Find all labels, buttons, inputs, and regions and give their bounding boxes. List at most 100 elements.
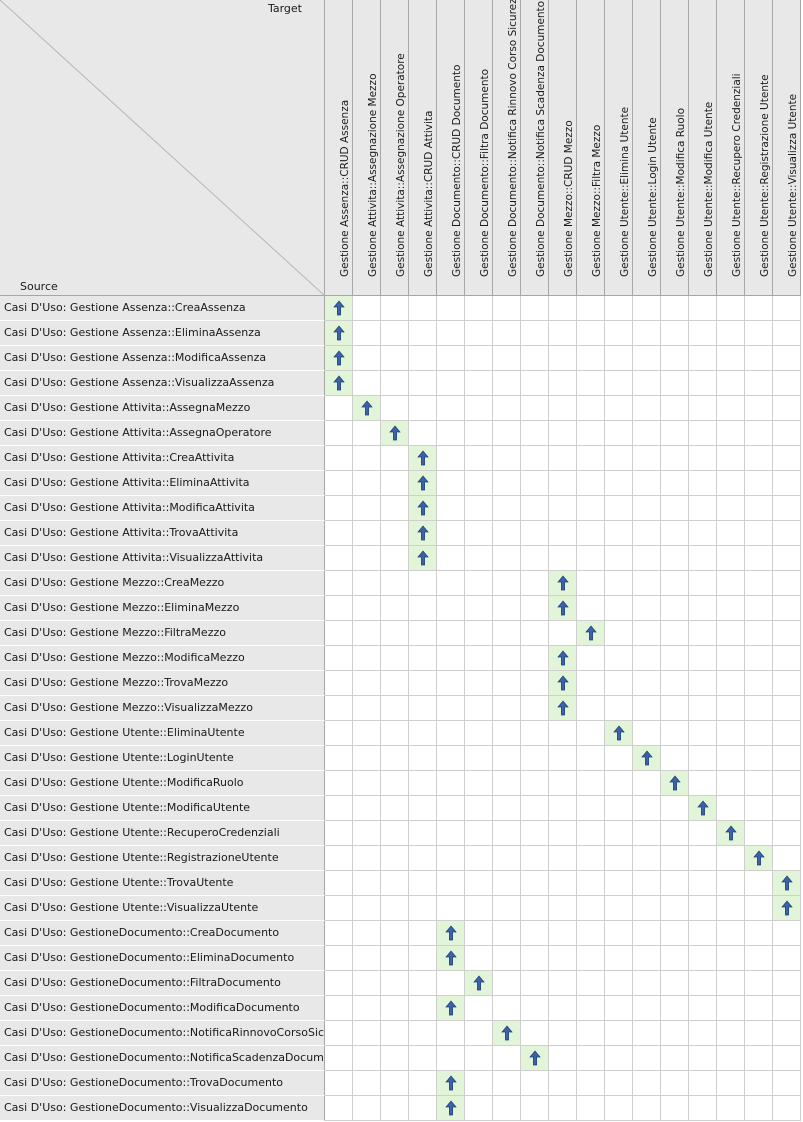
matrix-cell[interactable] [633, 346, 661, 371]
matrix-cell[interactable] [465, 796, 493, 821]
matrix-cell[interactable] [661, 671, 689, 696]
matrix-cell[interactable] [409, 1071, 437, 1096]
matrix-cell[interactable] [353, 546, 381, 571]
matrix-cell[interactable] [493, 396, 521, 421]
matrix-cell[interactable] [409, 821, 437, 846]
matrix-cell[interactable] [745, 746, 773, 771]
matrix-cell[interactable] [661, 546, 689, 571]
matrix-cell[interactable] [521, 496, 549, 521]
matrix-cell[interactable] [605, 546, 633, 571]
matrix-cell[interactable] [577, 871, 605, 896]
matrix-cell[interactable] [773, 296, 801, 321]
matrix-cell[interactable] [465, 496, 493, 521]
row-header[interactable]: Casi D'Uso: Gestione Utente::TrovaUtente [0, 871, 325, 896]
matrix-cell[interactable] [353, 971, 381, 996]
column-header[interactable]: Gestione Mezzo::Filtra Mezzo [577, 0, 605, 296]
column-header[interactable]: Gestione Utente::Modifica Ruolo [661, 0, 689, 296]
column-header[interactable]: Gestione Utente::Elimina Utente [605, 0, 633, 296]
matrix-cell[interactable] [521, 846, 549, 871]
matrix-cell[interactable] [633, 971, 661, 996]
matrix-cell[interactable] [549, 1071, 577, 1096]
matrix-cell[interactable] [409, 346, 437, 371]
matrix-cell[interactable] [745, 521, 773, 546]
matrix-cell[interactable] [577, 546, 605, 571]
matrix-cell[interactable] [689, 396, 717, 421]
matrix-cell-dependency[interactable] [745, 846, 773, 871]
matrix-cell[interactable] [549, 396, 577, 421]
matrix-cell[interactable] [549, 796, 577, 821]
matrix-cell[interactable] [717, 321, 745, 346]
matrix-cell[interactable] [521, 446, 549, 471]
matrix-cell[interactable] [577, 996, 605, 1021]
matrix-cell[interactable] [353, 796, 381, 821]
matrix-cell[interactable] [689, 921, 717, 946]
matrix-cell[interactable] [661, 446, 689, 471]
matrix-cell[interactable] [661, 746, 689, 771]
row-header[interactable]: Casi D'Uso: Gestione Mezzo::TrovaMezzo [0, 671, 325, 696]
matrix-cell-dependency[interactable] [773, 896, 801, 921]
matrix-cell[interactable] [493, 1046, 521, 1071]
matrix-cell[interactable] [745, 821, 773, 846]
matrix-cell[interactable] [325, 921, 353, 946]
matrix-cell[interactable] [633, 596, 661, 621]
matrix-cell[interactable] [437, 521, 465, 546]
matrix-cell[interactable] [465, 571, 493, 596]
matrix-cell[interactable] [577, 596, 605, 621]
matrix-cell[interactable] [717, 1096, 745, 1121]
matrix-cell[interactable] [465, 996, 493, 1021]
matrix-cell[interactable] [745, 921, 773, 946]
matrix-cell[interactable] [353, 921, 381, 946]
matrix-cell[interactable] [577, 696, 605, 721]
row-header[interactable]: Casi D'Uso: Gestione Attivita::EliminaAt… [0, 471, 325, 496]
matrix-cell[interactable] [437, 771, 465, 796]
matrix-cell[interactable] [409, 846, 437, 871]
matrix-cell[interactable] [717, 571, 745, 596]
matrix-cell[interactable] [353, 371, 381, 396]
matrix-cell[interactable] [605, 421, 633, 446]
row-header[interactable]: Casi D'Uso: GestioneDocumento::FiltraDoc… [0, 971, 325, 996]
matrix-cell[interactable] [577, 946, 605, 971]
matrix-cell[interactable] [773, 1071, 801, 1096]
matrix-cell[interactable] [437, 321, 465, 346]
matrix-cell[interactable] [353, 721, 381, 746]
matrix-cell[interactable] [689, 821, 717, 846]
matrix-cell[interactable] [633, 646, 661, 671]
column-header[interactable]: Gestione Utente::Recupero Credenziali [717, 0, 745, 296]
matrix-cell[interactable] [353, 896, 381, 921]
matrix-cell[interactable] [605, 496, 633, 521]
matrix-cell-dependency[interactable] [353, 396, 381, 421]
matrix-cell[interactable] [689, 996, 717, 1021]
matrix-cell[interactable] [745, 896, 773, 921]
matrix-cell[interactable] [577, 296, 605, 321]
row-header[interactable]: Casi D'Uso: Gestione Attivita::AssegnaOp… [0, 421, 325, 446]
matrix-cell[interactable] [577, 721, 605, 746]
matrix-cell[interactable] [437, 896, 465, 921]
matrix-cell-dependency[interactable] [633, 746, 661, 771]
matrix-cell[interactable] [493, 796, 521, 821]
matrix-cell[interactable] [689, 646, 717, 671]
matrix-cell[interactable] [493, 746, 521, 771]
matrix-cell[interactable] [381, 1071, 409, 1096]
matrix-cell[interactable] [773, 496, 801, 521]
matrix-cell[interactable] [717, 796, 745, 821]
matrix-cell[interactable] [605, 596, 633, 621]
matrix-cell[interactable] [773, 321, 801, 346]
matrix-cell[interactable] [633, 471, 661, 496]
matrix-cell[interactable] [605, 446, 633, 471]
matrix-cell[interactable] [717, 696, 745, 721]
matrix-cell[interactable] [689, 596, 717, 621]
matrix-cell[interactable] [773, 1021, 801, 1046]
matrix-cell[interactable] [353, 521, 381, 546]
matrix-cell[interactable] [493, 846, 521, 871]
matrix-cell[interactable] [633, 496, 661, 521]
matrix-cell[interactable] [633, 1071, 661, 1096]
column-header[interactable]: Gestione Attivita::Assegnazione Mezzo [353, 0, 381, 296]
matrix-cell[interactable] [717, 471, 745, 496]
matrix-cell[interactable] [745, 971, 773, 996]
matrix-cell[interactable] [689, 296, 717, 321]
matrix-cell[interactable] [353, 871, 381, 896]
matrix-cell[interactable] [521, 646, 549, 671]
matrix-cell[interactable] [493, 646, 521, 671]
matrix-cell[interactable] [353, 346, 381, 371]
matrix-cell[interactable] [717, 671, 745, 696]
